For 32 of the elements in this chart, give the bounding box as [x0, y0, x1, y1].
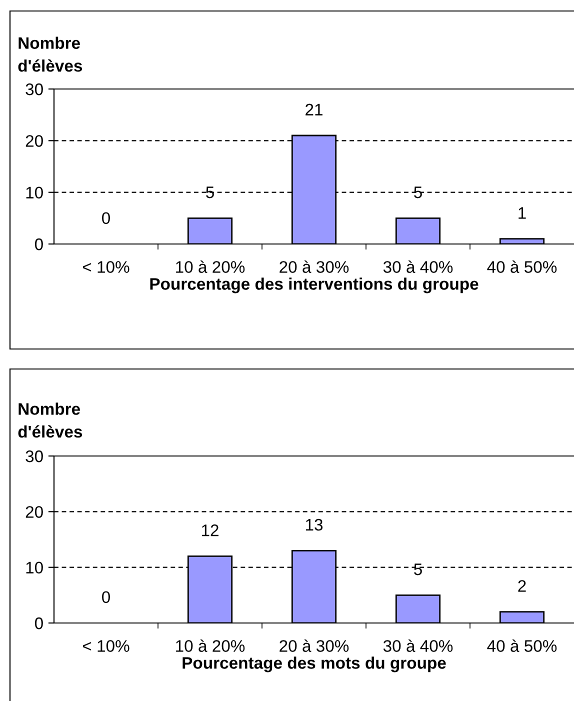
y-tick-label: 20	[26, 506, 43, 518]
x-tick-label: 30 à 40%	[383, 260, 453, 273]
x-axis-title: Pourcentage des mots du groupe	[182, 656, 446, 672]
data-label: 2	[518, 580, 526, 592]
data-label: 0	[102, 212, 110, 224]
y-tick-label: 0	[34, 617, 43, 630]
x-tick-label: 10 à 20%	[176, 639, 245, 652]
x-tick-label: 20 à 30%	[280, 260, 349, 273]
x-tick-label: 10 à 20%	[176, 260, 245, 273]
data-label: 12	[202, 524, 218, 536]
y-tick-label: 10	[26, 562, 43, 574]
data-label: 13	[306, 518, 323, 531]
y-tick-label: 30	[26, 450, 43, 462]
data-label: 5	[414, 564, 422, 576]
y-axis-title: Nombre d'élèves	[18, 36, 82, 72]
x-tick-label: 40 à 50%	[487, 639, 557, 652]
data-label: 5	[206, 186, 214, 198]
y-tick-label: 0	[34, 238, 43, 250]
x-tick-label: 30 à 40%	[383, 639, 453, 652]
y-axis-title: Nombre d'élèves	[18, 402, 82, 438]
data-label: 5	[414, 186, 422, 198]
x-tick-label: < 10%	[82, 640, 130, 652]
data-label: 21	[306, 104, 322, 116]
y-tick-label: 20	[26, 135, 43, 147]
x-axis-title: Pourcentage des interventions du groupe	[150, 278, 478, 294]
x-tick-label: < 10%	[82, 261, 130, 273]
y-tick-label: 30	[26, 83, 43, 96]
x-tick-label: 20 à 30%	[280, 639, 349, 652]
x-tick-label: 40 à 50%	[487, 260, 557, 273]
data-label: 0	[102, 591, 110, 604]
data-label: 1	[518, 207, 526, 219]
y-tick-label: 10	[26, 186, 43, 199]
